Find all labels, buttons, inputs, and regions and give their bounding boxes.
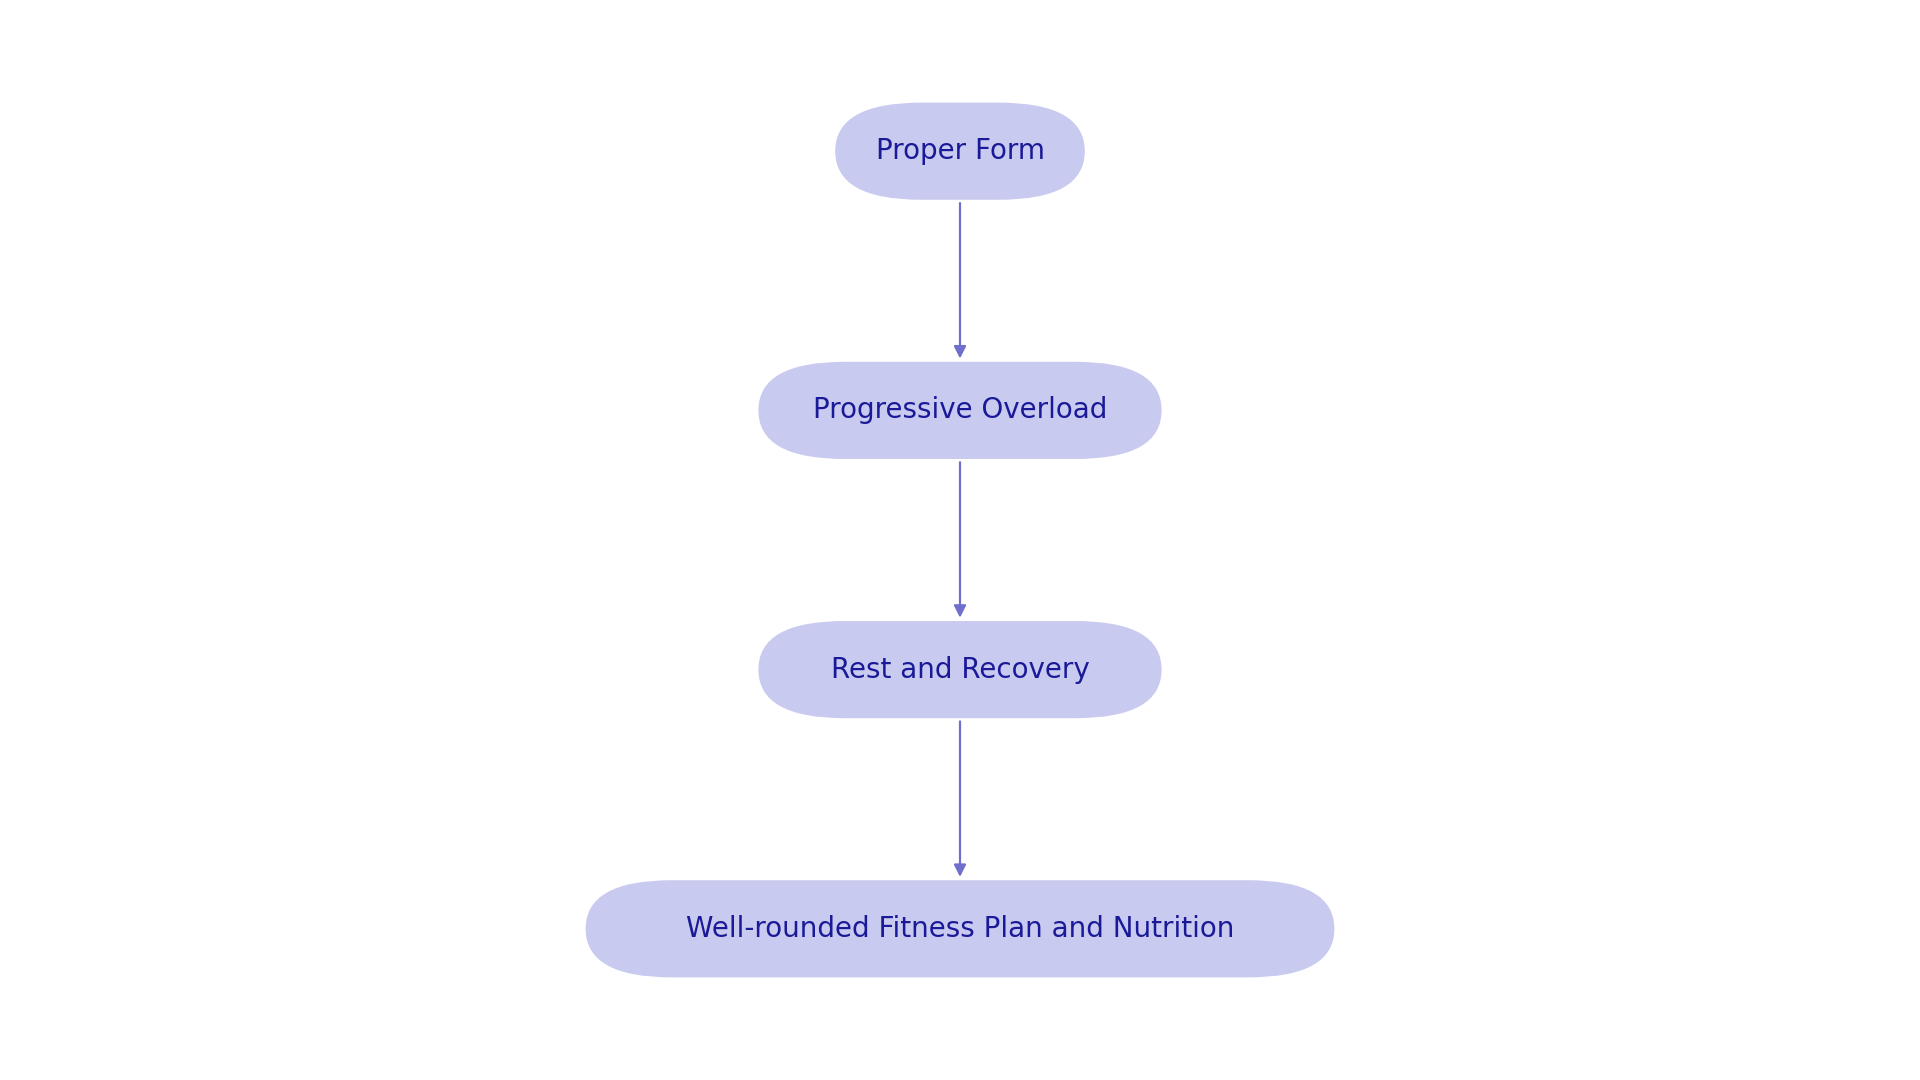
- Text: Rest and Recovery: Rest and Recovery: [831, 656, 1089, 684]
- FancyBboxPatch shape: [758, 362, 1162, 459]
- FancyBboxPatch shape: [835, 103, 1085, 200]
- Text: Well-rounded Fitness Plan and Nutrition: Well-rounded Fitness Plan and Nutrition: [685, 915, 1235, 943]
- Text: Proper Form: Proper Form: [876, 137, 1044, 165]
- Text: Progressive Overload: Progressive Overload: [812, 396, 1108, 424]
- FancyBboxPatch shape: [586, 880, 1334, 977]
- FancyBboxPatch shape: [758, 621, 1162, 718]
